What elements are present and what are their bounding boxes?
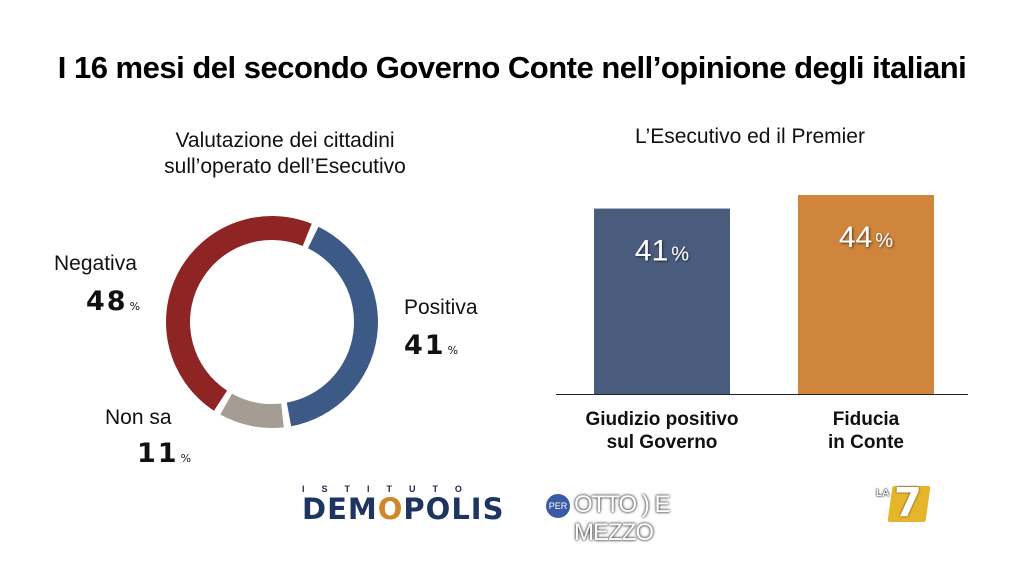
la7-seven: 7 bbox=[894, 480, 922, 526]
donut-title-line1: Valutazione dei cittadini bbox=[175, 129, 395, 152]
slice-label-negativa: Negativa bbox=[54, 252, 137, 275]
slice-value-non-sa: 11% bbox=[137, 438, 192, 469]
otto-e-mezzo-logo: PER OTTO ) E MEZZO bbox=[546, 490, 750, 546]
demopolis-logo-subtitle: ISTITUTO bbox=[302, 484, 479, 494]
slice-value-positiva: 41% bbox=[404, 330, 459, 361]
bar-chart: 41 % 44% bbox=[556, 195, 968, 395]
bar-category-line: Giudizio positivo bbox=[585, 409, 739, 430]
bar-category-line: Fiducia bbox=[832, 409, 900, 430]
bar-category-line: sul Governo bbox=[606, 432, 718, 453]
donut-title-line2: sull’operato dell’Esecutivo bbox=[164, 155, 406, 178]
slice-label-non-sa: Non sa bbox=[105, 406, 172, 429]
oem-per-badge: PER bbox=[546, 494, 570, 518]
bar-chart-title: L’Esecutivo ed il Premier bbox=[635, 125, 865, 148]
slice-label-positiva: Positiva bbox=[404, 296, 478, 319]
oem-text: OTTO ) E MEZZO bbox=[574, 491, 671, 546]
bar-category-giudizio: Giudizio positivo sul Governo bbox=[562, 408, 762, 454]
bar-value-label-0: 41% bbox=[635, 235, 689, 268]
bar-category-fiducia: Fiducia in Conte bbox=[766, 408, 966, 454]
bar-0 bbox=[594, 208, 730, 394]
donut-slice-negativa bbox=[165, 215, 312, 411]
la7-la: LA bbox=[876, 488, 890, 499]
slice-value-negativa: 48% bbox=[86, 286, 141, 317]
donut-slice-positiva bbox=[286, 226, 379, 427]
la7-logo: 7 LA bbox=[876, 480, 931, 526]
demopolis-logo: DEMOPOLIS bbox=[302, 492, 505, 526]
bar-value-label-1: 44% bbox=[839, 221, 893, 254]
donut-chart bbox=[165, 215, 379, 428]
bar-category-line: in Conte bbox=[828, 432, 904, 453]
bar-1 bbox=[798, 195, 934, 394]
donut-chart-title: Valutazione dei cittadini sull’operato d… bbox=[90, 128, 480, 180]
page-title: I 16 mesi del secondo Governo Conte nell… bbox=[57, 50, 967, 85]
donut-slice-non-sa bbox=[220, 393, 284, 428]
